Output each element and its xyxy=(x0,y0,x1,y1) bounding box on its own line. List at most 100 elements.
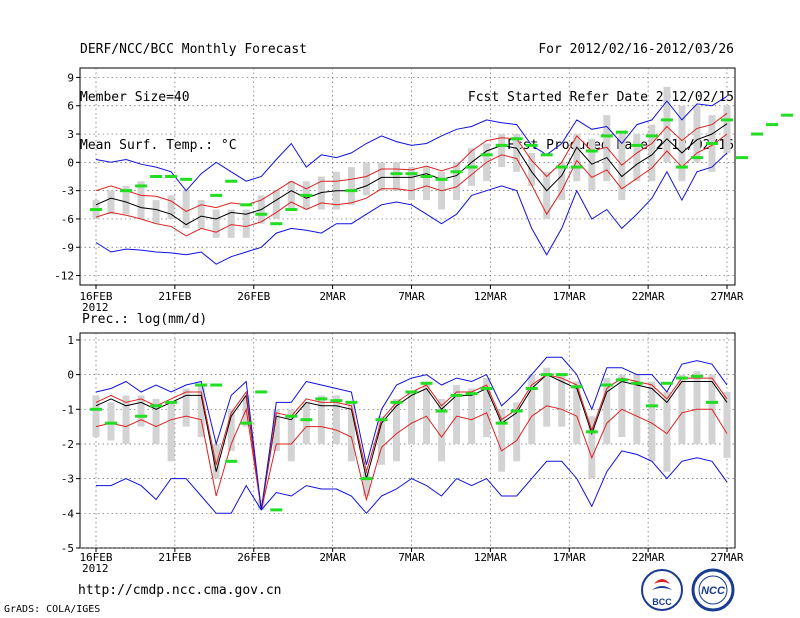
spread-box xyxy=(167,195,175,219)
spread-box xyxy=(588,416,596,479)
y-tick-label: -5 xyxy=(61,542,74,555)
y-tick-label: 0 xyxy=(67,156,74,169)
series-inner_low xyxy=(95,405,728,511)
spread-box xyxy=(558,162,566,201)
observed-marker xyxy=(135,184,148,188)
spread-box xyxy=(723,105,731,153)
observed-marker xyxy=(345,400,358,404)
spread-box xyxy=(392,162,400,191)
spread-box xyxy=(543,171,551,219)
observed-marker xyxy=(360,477,373,481)
observed-marker xyxy=(480,153,493,157)
observed-marker xyxy=(390,400,403,404)
panel-frame xyxy=(79,67,736,286)
series-outer_low xyxy=(95,152,728,265)
observed-marker xyxy=(555,373,568,377)
spread-box xyxy=(528,152,536,186)
observed-marker xyxy=(781,113,794,117)
header-title: DERF/NCC/BCC Monthly Forecast xyxy=(80,42,307,57)
spread-box xyxy=(347,402,355,462)
spread-box xyxy=(663,86,671,163)
y-tick-label: -4 xyxy=(61,507,75,520)
spread-box xyxy=(663,391,671,472)
svg-text:BCC: BCC xyxy=(652,597,672,607)
observed-marker xyxy=(570,385,583,389)
observed-marker xyxy=(615,130,628,134)
spread-box xyxy=(152,200,160,224)
start-refer-date: Fcst Started Refer Date 2012/02/15 xyxy=(467,90,734,105)
observed-marker xyxy=(165,400,178,404)
y-tick-label: -1 xyxy=(61,403,74,416)
spread-box xyxy=(107,402,115,441)
observed-marker xyxy=(645,134,658,138)
observed-marker xyxy=(300,418,313,422)
spread-box xyxy=(362,162,370,196)
spread-box xyxy=(408,167,415,201)
spread-box xyxy=(392,398,400,462)
spread-box xyxy=(272,409,280,451)
x-tick-label: 12MAR xyxy=(474,290,507,303)
observed-marker xyxy=(585,430,598,434)
observed-marker xyxy=(285,414,298,418)
x-tick-label: 7MAR xyxy=(398,551,425,564)
ncc-logo: NCC xyxy=(691,568,735,612)
spread-box xyxy=(122,395,130,444)
series-inner_low xyxy=(95,133,728,237)
observed-marker xyxy=(525,143,538,147)
series-inner_high xyxy=(95,112,728,212)
forecast-period: For 2012/02/16-2012/03/26 xyxy=(538,42,734,57)
x-tick-label: 22MAR xyxy=(632,551,665,564)
observed-marker xyxy=(240,421,253,425)
observed-marker xyxy=(525,386,538,390)
year-label: 2012 xyxy=(82,301,109,314)
spread-box xyxy=(137,181,145,219)
spread-box xyxy=(633,134,641,182)
x-tick-label: 21FEB xyxy=(158,290,191,303)
y-tick-label: -2 xyxy=(61,438,74,451)
spread-box xyxy=(167,402,175,462)
spread-box xyxy=(573,134,581,182)
observed-marker xyxy=(180,177,193,181)
y-tick-label: -9 xyxy=(61,241,74,254)
observed-marker xyxy=(645,404,658,408)
observed-marker xyxy=(630,381,643,385)
observed-marker xyxy=(736,156,749,160)
series-outer_low xyxy=(96,450,728,515)
observed-marker xyxy=(450,393,463,397)
spread-box xyxy=(122,185,130,215)
observed-marker xyxy=(705,141,718,145)
spread-box xyxy=(152,398,160,444)
x-tick-label: 26FEB xyxy=(237,551,270,564)
y-tick-label: -6 xyxy=(61,213,74,226)
x-tick-label: 22MAR xyxy=(632,290,665,303)
spread-box xyxy=(678,105,686,182)
svg-text:NCC: NCC xyxy=(701,585,726,597)
x-tick-label: 27MAR xyxy=(710,551,743,564)
observed-marker xyxy=(300,193,313,197)
observed-marker xyxy=(150,404,163,408)
y-tick-label: -12 xyxy=(54,270,74,283)
y-tick-label: 0 xyxy=(67,369,74,382)
spread-box xyxy=(423,167,431,201)
observed-marker xyxy=(615,378,628,382)
observed-marker xyxy=(555,165,568,169)
series-mean xyxy=(95,374,728,510)
spread-box xyxy=(332,395,340,444)
year-label: 2012 xyxy=(82,562,109,575)
observed-marker xyxy=(690,374,703,378)
spread-box xyxy=(678,374,686,444)
observed-marker xyxy=(285,208,298,212)
spread-box xyxy=(362,471,370,496)
observed-marker xyxy=(480,386,493,390)
spread-box xyxy=(633,374,641,444)
spread-box xyxy=(197,385,205,438)
observed-marker xyxy=(705,400,718,404)
x-tick-label: 17MAR xyxy=(553,551,586,564)
spread-box xyxy=(107,190,115,215)
observed-marker xyxy=(405,390,418,394)
x-tick-label: 7MAR xyxy=(398,290,425,303)
spread-box xyxy=(182,388,190,427)
observed-marker xyxy=(195,383,208,387)
spread-box xyxy=(272,190,280,219)
source-url[interactable]: http://cmdp.ncc.cma.gov.cn xyxy=(78,583,282,598)
